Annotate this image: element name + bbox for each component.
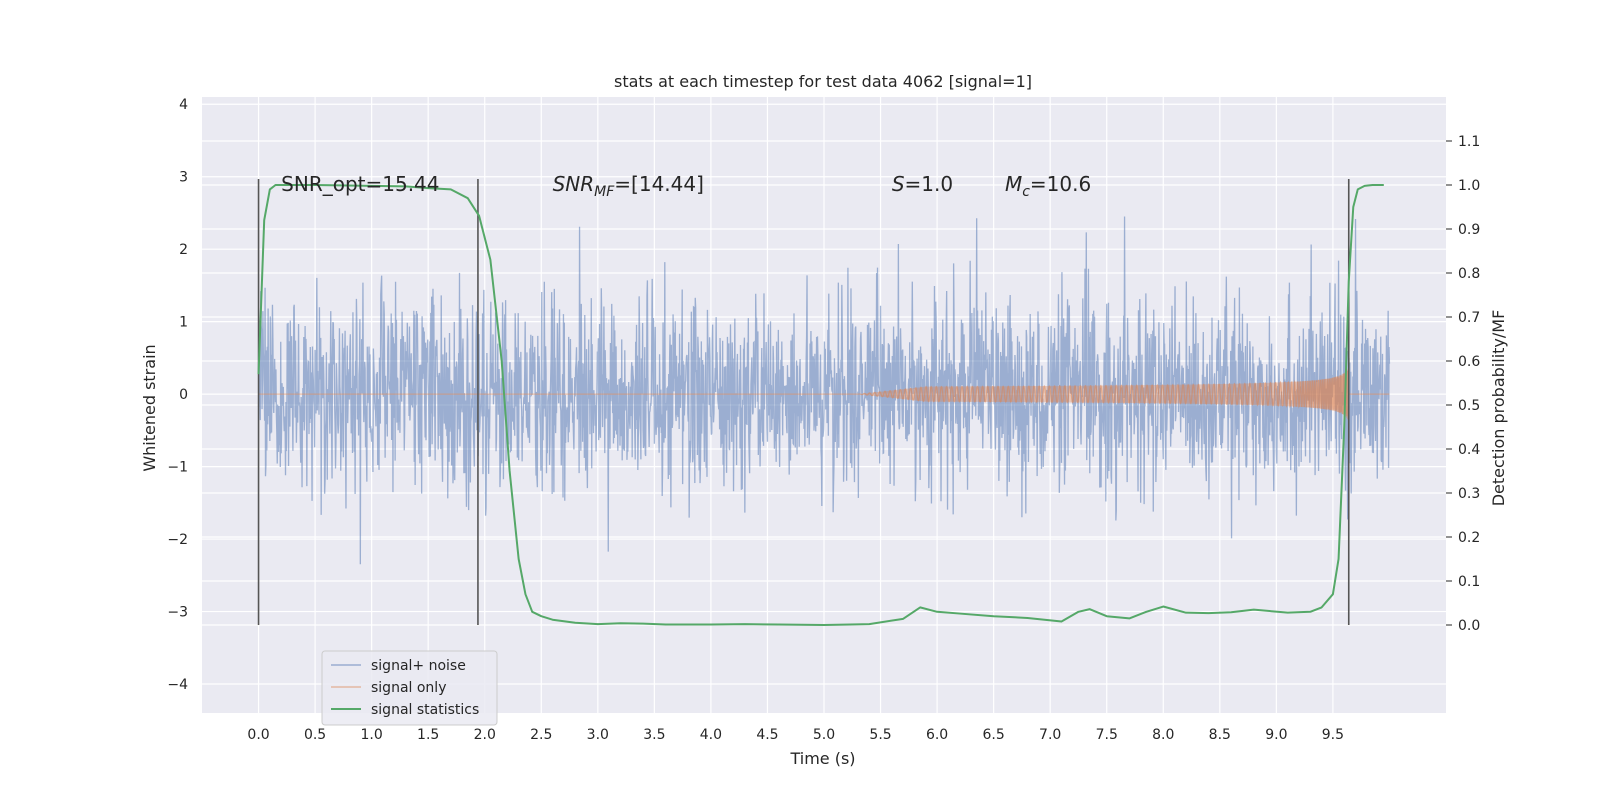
signal-only-series — [258, 366, 1390, 422]
signal-only-line — [258, 370, 1390, 420]
x-tick-label: 6.5 — [983, 727, 1005, 743]
y2-tick-label: 0.0 — [1458, 618, 1480, 634]
y2-tick-label: 0.6 — [1458, 354, 1480, 370]
y-tick-label: 0 — [179, 387, 188, 403]
x-tick-label: 1.0 — [361, 727, 383, 743]
annotations: SNR_opt=15.44 SNRMF=[14.44] S=1.0 Mc=10.6 — [281, 172, 1091, 200]
x-tick-label: 9.5 — [1322, 727, 1344, 743]
x-tick-label: 2.5 — [530, 727, 552, 743]
y2-tick-label: 0.9 — [1458, 222, 1480, 238]
y2-axis-label: Detection probability/MF — [1489, 310, 1508, 507]
legend-label-signal-statistics: signal statistics — [371, 702, 479, 718]
y-tick-label: −4 — [167, 677, 188, 693]
x-tick-label: 0.5 — [304, 727, 326, 743]
legend-label-signal-noise: signal+ noise — [371, 658, 466, 674]
x-tick-label: 0.0 — [247, 727, 269, 743]
x-tick-label: 9.0 — [1265, 727, 1287, 743]
y2-tick-label: 0.5 — [1458, 398, 1480, 414]
y2-axis-ticks: 1.1 1.0 0.9 0.8 0.7 0.6 0.5 0.4 0.3 0.2 0.1 0.0 — [1446, 134, 1480, 634]
x-tick-label: 2.0 — [474, 727, 496, 743]
y-tick-label: 2 — [179, 242, 188, 258]
signal-statistics-line — [257, 184, 1384, 626]
x-tick-label: 7.0 — [1039, 727, 1061, 743]
y2-tick-label: 1.1 — [1458, 134, 1480, 150]
y2-tick-label: 0.4 — [1458, 442, 1480, 458]
x-axis-ticks: 0.0 0.5 1.0 1.5 2.0 2.5 3.0 3.5 4.0 4.5 5.0 5.5 6.0 6… — [247, 727, 1344, 743]
legend-label-signal-only: signal only — [371, 680, 446, 696]
signal-noise-series — [257, 216, 1391, 565]
annotation-text: S=1.0 — [892, 172, 953, 196]
y-tick-label: −1 — [167, 460, 188, 476]
x-tick-label: 3.5 — [643, 727, 665, 743]
annotation-text: SNR_opt=15.44 — [281, 172, 439, 196]
x-tick-label: 3.0 — [587, 727, 609, 743]
y2-tick-label: 0.7 — [1458, 310, 1480, 326]
y-tick-label: 3 — [179, 170, 188, 186]
x-tick-label: 8.0 — [1152, 727, 1174, 743]
signal-noise-line — [257, 216, 1391, 565]
signal-statistics-series — [257, 184, 1384, 626]
x-tick-label: 6.0 — [926, 727, 948, 743]
x-tick-label: 4.5 — [756, 727, 778, 743]
y2-tick-label: 0.8 — [1458, 266, 1480, 282]
chart-title: stats at each timestep for test data 406… — [614, 72, 1032, 91]
y-axis-label: Whitened strain — [140, 344, 159, 471]
annotation-text: SNRMF=[14.44] — [553, 172, 704, 200]
y-tick-label: −2 — [167, 532, 188, 548]
legend: signal+ noise signal only signal statist… — [321, 650, 498, 726]
x-axis-label: Time (s) — [789, 749, 855, 768]
x-tick-label: 5.5 — [869, 727, 891, 743]
y2-tick-label: 0.3 — [1458, 486, 1480, 502]
x-tick-label: 1.5 — [417, 727, 439, 743]
vertical-markers — [257, 179, 1350, 625]
y-axis-ticks: 4 3 2 1 0 −1 −2 −3 −4 — [167, 97, 188, 693]
x-tick-label: 7.5 — [1096, 727, 1118, 743]
y2-tick-label: 0.2 — [1458, 530, 1480, 546]
x-tick-label: 8.5 — [1209, 727, 1231, 743]
y2-tick-label: 1.0 — [1458, 178, 1480, 194]
y-tick-label: −3 — [167, 605, 188, 621]
y2-tick-label: 0.1 — [1458, 574, 1480, 590]
y-tick-label: 4 — [179, 97, 188, 113]
signal-only-envelope — [857, 366, 1349, 422]
legend-box — [321, 650, 498, 726]
x-tick-label: 4.0 — [700, 727, 722, 743]
y-tick-label: 1 — [179, 315, 188, 331]
x-tick-label: 5.0 — [813, 727, 835, 743]
annotation-text: Mc=10.6 — [1005, 172, 1091, 200]
